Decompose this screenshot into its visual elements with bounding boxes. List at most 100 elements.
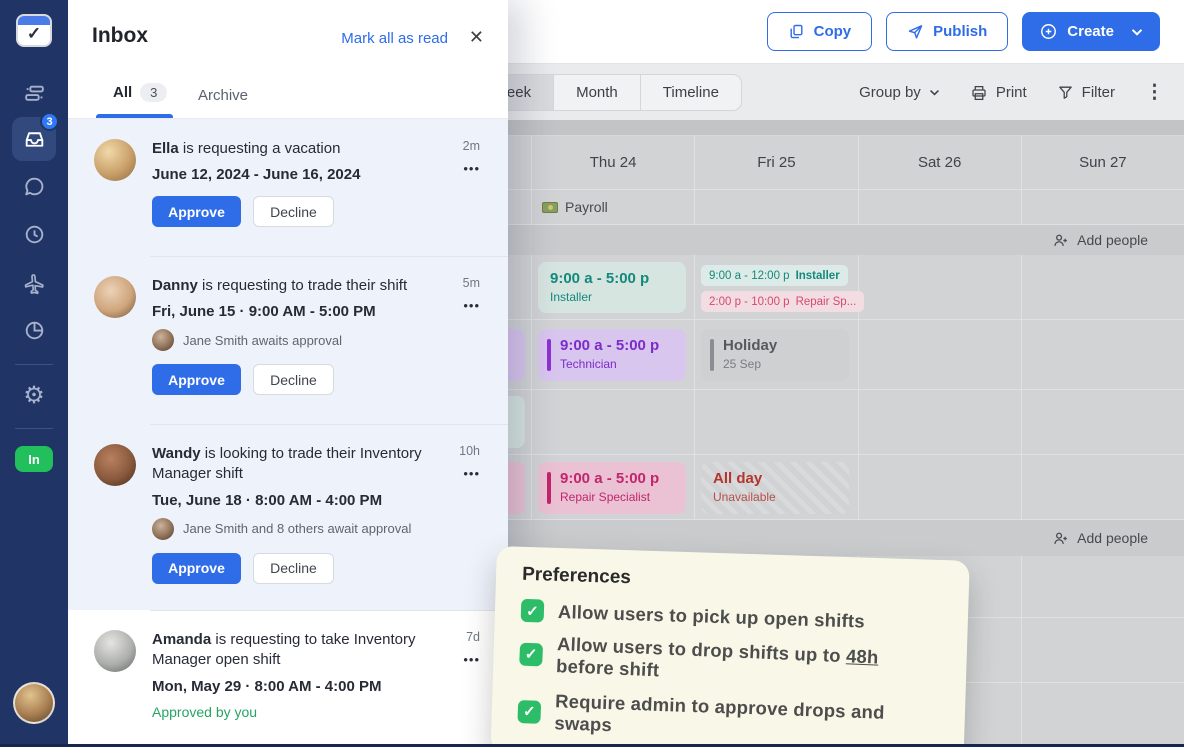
shift-color-bar: [547, 339, 551, 371]
day-header-sun: Sun 27: [1020, 136, 1184, 189]
checkbox-checked-icon[interactable]: ✓: [517, 699, 542, 724]
print-button[interactable]: Print: [970, 84, 1027, 102]
add-people-label: Add people: [1077, 232, 1148, 248]
publish-button[interactable]: Publish: [886, 12, 1009, 51]
shift-time: 9:00 a - 5:00 p: [560, 470, 660, 487]
clock-in-status-badge[interactable]: In: [15, 446, 53, 472]
filter-icon: [1057, 84, 1074, 101]
sidebar-item-time-off[interactable]: [0, 270, 68, 295]
sidebar-item-time-clock[interactable]: [0, 222, 68, 247]
shift-card-repair-specialist[interactable]: 9:00 a - 5:00 p Repair Specialist: [538, 462, 686, 514]
tab-all[interactable]: All 3: [113, 83, 168, 102]
unavailable-title: All day: [713, 470, 763, 487]
avatar: [94, 630, 136, 672]
tab-archive[interactable]: Archive: [198, 87, 249, 104]
preference-text: Require admin to approve drops and swaps: [554, 690, 885, 736]
add-people-button[interactable]: Add people: [1052, 232, 1148, 249]
holiday-date: 25 Sep: [723, 357, 762, 371]
shift-time: 9:00 a - 5:00 p: [560, 337, 660, 354]
awaiting-text: Jane Smith and 8 others await approval: [183, 521, 412, 536]
inbox-item-ella[interactable]: Ella is requesting a vacation June 12, 2…: [68, 119, 508, 256]
toolbar-right: Group by Print Filter: [859, 64, 1164, 121]
more-options-icon[interactable]: •••: [463, 466, 480, 481]
preference-option-3: ✓ Require admin to approve drops and swa…: [517, 689, 939, 747]
sidebar-item-reports[interactable]: [0, 318, 68, 343]
person-add-icon: [1052, 232, 1069, 249]
day-header-sat: Sat 26: [857, 136, 1021, 189]
shift-row-2: [68, 320, 1184, 390]
plus-circle-icon: [1039, 22, 1058, 41]
more-options-icon[interactable]: •••: [463, 161, 480, 176]
item-time: 10h: [459, 444, 480, 458]
approve-button[interactable]: Approve: [152, 364, 241, 396]
decline-button[interactable]: Decline: [253, 196, 334, 228]
shift-row-1: [68, 255, 1184, 320]
chip-time: 9:00 a - 12:00 p: [709, 269, 790, 282]
preference-text: Allow users to pick up open shifts: [557, 600, 866, 632]
copy-button[interactable]: Copy: [766, 12, 873, 51]
preferences-title: Preferences: [521, 563, 632, 589]
preference-option-1: ✓ Allow users to pick up open shifts: [520, 598, 943, 635]
holiday-card[interactable]: Holiday 25 Sep: [701, 329, 849, 381]
mark-all-read-link[interactable]: Mark all as read: [341, 30, 448, 47]
filter-button[interactable]: Filter: [1057, 84, 1115, 101]
create-button[interactable]: Create: [1022, 12, 1160, 51]
gear-icon: ⚙: [23, 382, 45, 409]
checkbox-checked-icon[interactable]: ✓: [519, 642, 544, 667]
approve-button[interactable]: Approve: [152, 552, 241, 584]
more-options-icon[interactable]: •••: [463, 298, 480, 313]
kebab-icon: ⋮: [1145, 82, 1164, 103]
chip-role: Installer: [795, 269, 840, 282]
group-by-dropdown[interactable]: Group by: [859, 84, 940, 101]
app-logo-schedule-icon[interactable]: ✓: [14, 10, 54, 50]
shift-chip-installer-am[interactable]: 9:00 a - 12:00 p Installer: [701, 265, 848, 286]
decline-button[interactable]: Decline: [253, 552, 334, 584]
preferences-popup: Preferences ✓ Allow users to pick up ope…: [490, 546, 970, 747]
checkbox-checked-icon[interactable]: ✓: [520, 598, 545, 623]
inbox-tabs: All 3 Archive: [68, 75, 508, 119]
item-time: 2m: [462, 139, 480, 153]
approve-button[interactable]: Approve: [152, 196, 241, 228]
sidebar-item-shifts[interactable]: [0, 81, 68, 106]
publish-label: Publish: [933, 23, 988, 40]
item-time: 7d: [466, 630, 480, 644]
close-icon[interactable]: ✕: [468, 27, 484, 47]
person-add-icon: [1052, 530, 1069, 547]
chip-time: 2:00 p - 10:00 p: [709, 295, 790, 308]
header-actions: Copy Publish Create: [766, 12, 1160, 51]
payroll-event[interactable]: Payroll: [532, 190, 694, 215]
shift-card-technician[interactable]: 9:00 a - 5:00 p Technician: [538, 329, 686, 381]
more-menu-button[interactable]: ⋮: [1145, 81, 1164, 104]
shift-row-3: [68, 390, 1184, 455]
item-detail: Fri, June 15 · 9:00 AM - 5:00 PM: [152, 303, 376, 321]
user-avatar[interactable]: [13, 682, 55, 724]
decline-button[interactable]: Decline: [253, 364, 334, 396]
avatar: [152, 329, 174, 352]
tab-timeline[interactable]: Timeline: [639, 75, 741, 110]
shift-role: Repair Specialist: [560, 490, 651, 504]
item-detail: Tue, June 18 · 8:00 AM - 4:00 PM: [152, 491, 383, 509]
chevron-down-icon: [1131, 28, 1143, 36]
avatar: [94, 444, 136, 486]
day-header-row: Thu 24 Fri 25 Sat 26 Sun 27: [68, 136, 1184, 190]
item-title: Wandy is looking to trade their Inventor…: [152, 445, 422, 483]
item-detail: Mon, May 29 · 8:00 AM - 4:00 PM: [152, 677, 382, 695]
more-options-icon[interactable]: •••: [463, 652, 480, 667]
inbox-item-amanda[interactable]: Amanda is requesting to take Inventory M…: [68, 610, 508, 747]
inbox-header: Inbox Mark all as read ✕: [68, 0, 508, 75]
shift-chip-repair-pm[interactable]: 2:00 p - 10:00 p Repair Sp...: [701, 291, 865, 312]
inbox-item-wandy[interactable]: Wandy is looking to trade their Inventor…: [68, 424, 508, 610]
window-bottom-edge: [0, 744, 1184, 747]
avatar: [152, 517, 174, 540]
sidebar-divider: [15, 428, 53, 429]
inbox-item-danny[interactable]: Danny is requesting to trade their shift…: [68, 256, 508, 424]
add-people-button-2[interactable]: Add people: [1052, 530, 1148, 547]
shift-card-installer[interactable]: 9:00 a - 5:00 p Installer: [538, 262, 686, 313]
inbox-icon[interactable]: [0, 127, 68, 152]
tab-month[interactable]: Month: [553, 75, 640, 110]
sidebar-item-chat[interactable]: [0, 174, 68, 199]
copy-icon: [788, 23, 805, 40]
sidebar-item-settings[interactable]: ⚙: [0, 383, 68, 409]
unavailable-card[interactable]: All day Unavailable: [701, 462, 849, 514]
